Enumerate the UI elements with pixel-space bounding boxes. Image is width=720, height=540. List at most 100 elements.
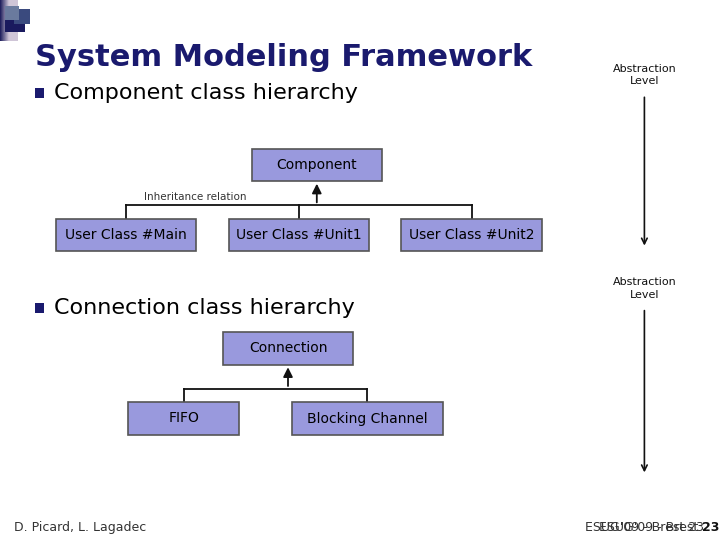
Bar (8, 0, 17, 40)
Bar (6, 0, 15, 40)
Bar (14, 9, 30, 24)
Bar (0, 0, 9, 40)
Bar (1, 0, 11, 40)
Bar (9, 0, 18, 40)
Bar (6, 0, 16, 40)
Bar (3, 0, 12, 40)
Bar (1, 0, 9, 40)
Bar (4, 0, 12, 40)
Bar (292, 402, 443, 435)
Bar (5, 0, 14, 40)
Bar (8, 0, 17, 40)
Bar (6, 0, 15, 40)
Text: User Class #Unit1: User Class #Unit1 (236, 228, 361, 242)
Bar (4, 0, 13, 40)
Bar (3, 0, 12, 40)
Bar (4, 0, 12, 40)
Bar (3, 0, 12, 40)
Bar (9, 0, 17, 40)
Bar (4, 0, 12, 40)
Bar (7, 0, 16, 40)
Text: D. Picard, L. Lagadec: D. Picard, L. Lagadec (14, 521, 147, 534)
Bar (35, 303, 44, 313)
Bar (2, 0, 12, 40)
Bar (7, 0, 17, 40)
Bar (6, 0, 16, 40)
Bar (2, 0, 11, 40)
Bar (2, 0, 12, 40)
Bar (4, 0, 14, 40)
Text: System Modeling Framework: System Modeling Framework (35, 43, 532, 72)
Bar (6, 0, 15, 40)
Bar (402, 219, 541, 251)
Bar (9, 0, 18, 40)
Bar (8, 0, 17, 40)
Bar (8, 0, 17, 40)
Text: ESUG'09 - Brest 23: ESUG'09 - Brest 23 (585, 521, 704, 534)
Bar (1, 0, 11, 40)
Bar (4, 0, 13, 40)
Bar (5, 0, 14, 40)
Text: User Class #Main: User Class #Main (65, 228, 187, 242)
Text: Connection: Connection (248, 341, 328, 355)
Bar (2, 0, 11, 40)
Bar (1, 0, 11, 40)
Bar (4, 0, 14, 40)
Bar (128, 402, 240, 435)
Bar (6, 0, 14, 40)
Bar (9, 0, 17, 40)
Bar (7, 0, 16, 40)
Bar (3, 0, 12, 40)
Bar (4, 0, 14, 40)
Bar (0, 0, 9, 40)
Bar (7, 0, 16, 40)
Text: ESUG'09 - Brest: ESUG'09 - Brest (599, 521, 702, 534)
Bar (5, 0, 14, 40)
Bar (1, 0, 10, 40)
Bar (6, 0, 15, 40)
Bar (229, 219, 369, 251)
Bar (6, 0, 15, 40)
Text: User Class #Unit2: User Class #Unit2 (409, 228, 534, 242)
Bar (5, 12, 25, 32)
Bar (223, 332, 353, 365)
Bar (5, 6, 19, 20)
Text: Component class hierarchy: Component class hierarchy (54, 83, 358, 103)
Bar (7, 0, 17, 40)
Text: Blocking Channel: Blocking Channel (307, 411, 428, 426)
Bar (3, 0, 12, 40)
Bar (5, 0, 14, 40)
Bar (7, 0, 17, 40)
Bar (1, 0, 10, 40)
Bar (55, 219, 196, 251)
Bar (6, 0, 14, 40)
Text: Component: Component (276, 158, 357, 172)
Bar (4, 0, 13, 40)
Bar (35, 88, 44, 98)
Bar (8, 0, 17, 40)
Bar (6, 0, 14, 40)
Bar (1, 0, 10, 40)
Bar (4, 0, 13, 40)
Text: FIFO: FIFO (168, 411, 199, 426)
Bar (1, 0, 9, 40)
Bar (1, 0, 10, 40)
Bar (1, 0, 9, 40)
Bar (4, 0, 13, 40)
Bar (252, 148, 382, 181)
Text: 23: 23 (702, 521, 719, 534)
Bar (6, 0, 14, 40)
Text: Abstraction
Level: Abstraction Level (613, 278, 676, 300)
Bar (4, 0, 13, 40)
Bar (6, 0, 15, 40)
Bar (1, 0, 11, 40)
Bar (9, 0, 17, 40)
Bar (5, 0, 14, 40)
Bar (8, 0, 17, 40)
Bar (0, 0, 9, 40)
Bar (5, 0, 14, 40)
Text: Connection class hierarchy: Connection class hierarchy (54, 298, 355, 318)
Bar (2, 0, 12, 40)
Bar (4, 0, 13, 40)
Bar (1, 0, 10, 40)
